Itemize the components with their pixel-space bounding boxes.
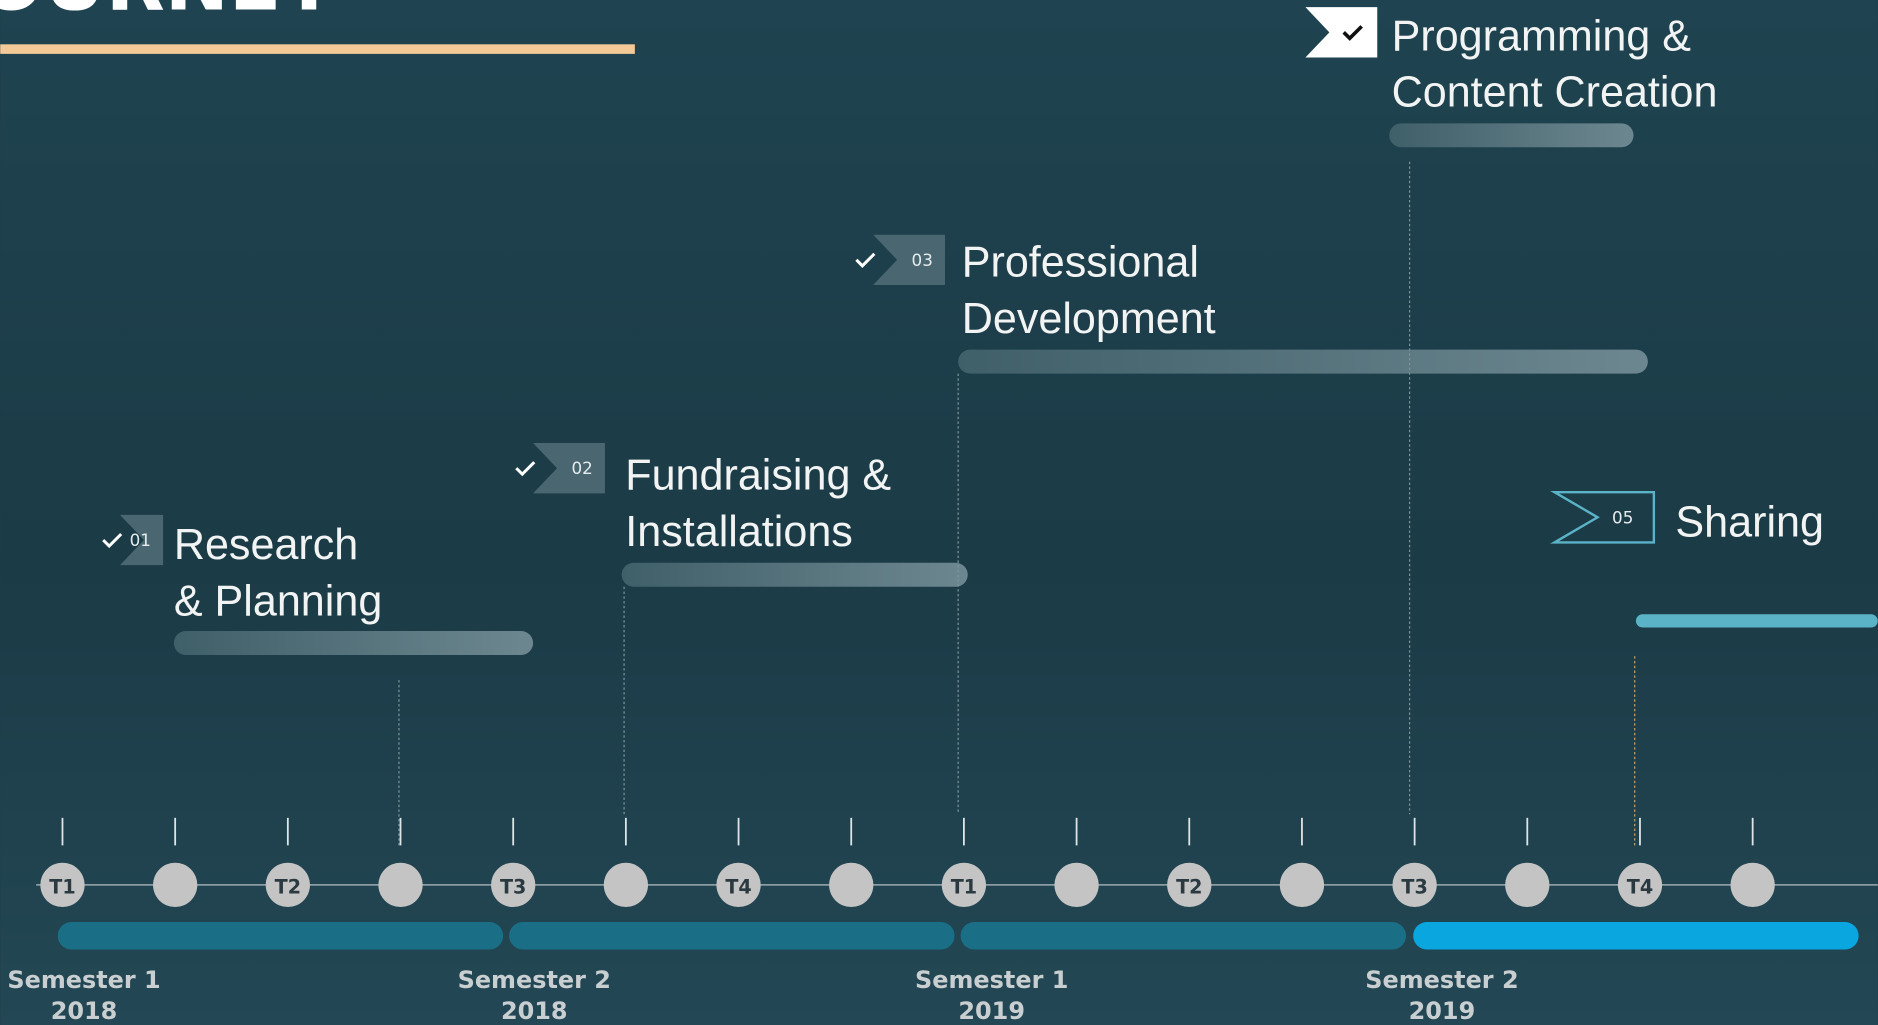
milestone-title: Fundraising & bbox=[625, 452, 891, 500]
milestone-title: Content Creation bbox=[1392, 69, 1718, 117]
milestone-bar bbox=[174, 631, 533, 655]
milestone-title: Professional bbox=[962, 239, 1199, 287]
semester-bar bbox=[58, 922, 503, 950]
semester-year: 2019 bbox=[1409, 997, 1476, 1025]
semester-name: Semester 2 bbox=[458, 966, 611, 994]
term-dot bbox=[153, 863, 197, 907]
semester-name: Semester 2 bbox=[1365, 966, 1518, 994]
milestone-title: Research bbox=[174, 521, 358, 569]
title: JOURNEY bbox=[0, 0, 338, 29]
term-label: T3 bbox=[500, 875, 526, 898]
milestone-bar bbox=[1636, 614, 1878, 627]
semester-bar bbox=[509, 922, 954, 950]
semester-bar bbox=[961, 922, 1406, 950]
semester-year: 2018 bbox=[501, 997, 568, 1025]
milestone-bar bbox=[622, 563, 968, 587]
title-underline bbox=[0, 44, 635, 54]
page: JOURNEY T1 T2 T3 T4 T1 T2 T3 T4 Semester 1 2018 Se… bbox=[0, 0, 1878, 1025]
term-label: T4 bbox=[725, 875, 751, 898]
term-label: T4 bbox=[1627, 875, 1653, 898]
term-label: T1 bbox=[951, 875, 977, 898]
milestone-bar bbox=[1389, 123, 1633, 147]
term-dot bbox=[1505, 863, 1549, 907]
milestone-bar bbox=[958, 350, 1648, 374]
milestone-title: & Planning bbox=[174, 577, 382, 625]
semester-year: 2019 bbox=[958, 997, 1025, 1025]
term-dot bbox=[1054, 863, 1098, 907]
semester-name: Semester 1 bbox=[7, 966, 160, 994]
semester-year: 2018 bbox=[51, 997, 118, 1025]
term-dot bbox=[604, 863, 648, 907]
term-label: T3 bbox=[1401, 875, 1427, 898]
term-dot bbox=[378, 863, 422, 907]
term-dot bbox=[1280, 863, 1324, 907]
milestone-title: Programming & bbox=[1392, 12, 1692, 60]
marker-number: 02 bbox=[572, 458, 593, 478]
term-label: T2 bbox=[1176, 875, 1202, 898]
term-label: T2 bbox=[275, 875, 301, 898]
timeline-slide: JOURNEY T1 T2 T3 T4 T1 T2 T3 T4 Semester 1 2018 Se… bbox=[0, 0, 1878, 1025]
marker-number: 05 bbox=[1612, 507, 1633, 527]
milestone-title: Sharing bbox=[1675, 498, 1824, 546]
term-dot bbox=[829, 863, 873, 907]
term-dot bbox=[1731, 863, 1775, 907]
marker-number: 01 bbox=[130, 530, 151, 550]
semester-bar bbox=[1413, 922, 1858, 950]
milestone-title: Installations bbox=[625, 508, 853, 556]
semester-name: Semester 1 bbox=[915, 966, 1068, 994]
milestone-title: Development bbox=[962, 295, 1216, 343]
term-label: T1 bbox=[49, 875, 75, 898]
marker-number: 03 bbox=[912, 250, 933, 270]
